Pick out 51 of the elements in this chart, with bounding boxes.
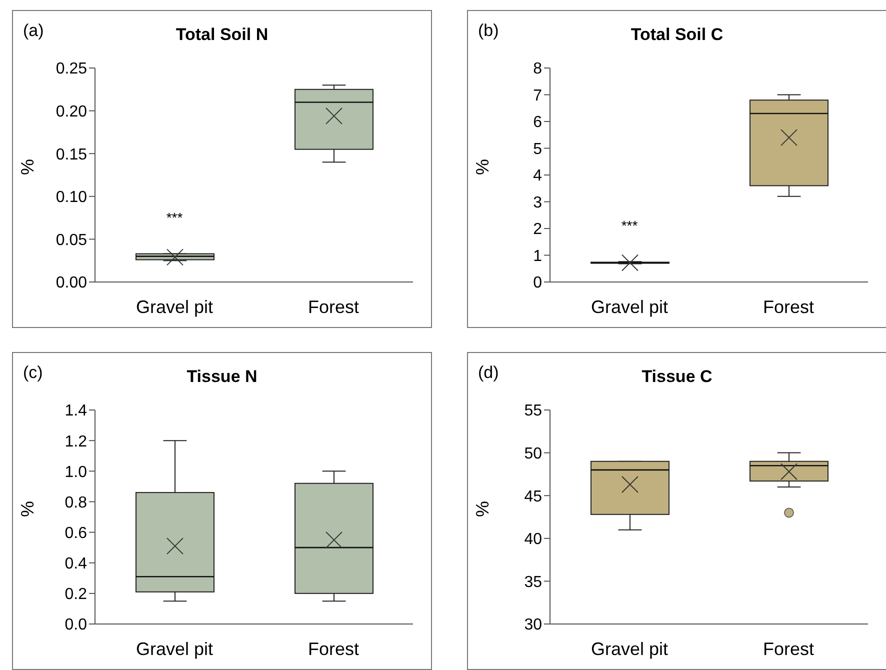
x-tick-label: Forest	[308, 296, 360, 317]
y-axis-title: %	[472, 500, 492, 517]
x-tick-label: Gravel pit	[136, 638, 214, 659]
y-tick-label: 50	[524, 445, 542, 462]
y-tick-label: 45	[524, 488, 542, 506]
x-tick-label: Gravel pit	[136, 296, 214, 317]
y-tick-label: 0.00	[56, 274, 88, 292]
text: (b)	[478, 21, 499, 41]
x-tick-label: Forest	[762, 638, 814, 659]
chart-title: Total Soil N	[176, 25, 268, 44]
y-tick-label: 1.0	[64, 464, 88, 481]
y-tick-label: 30	[524, 616, 542, 634]
y-tick-label: 0	[533, 274, 542, 292]
annotation: ***	[621, 217, 638, 234]
y-tick-label: 1.2	[64, 433, 88, 450]
y-tick-label: 7	[533, 87, 542, 104]
y-tick-label: 55	[524, 402, 542, 420]
y-tick-label: 1	[533, 248, 542, 265]
text: (d)	[478, 363, 499, 383]
chart-title: Total Soil C	[630, 25, 724, 44]
y-tick-label: 4	[533, 168, 542, 185]
y-tick-label: 2	[533, 221, 542, 238]
y-tick-label: 0.25	[56, 60, 88, 78]
y-axis-title: %	[472, 158, 492, 175]
y-tick-label: 1.4	[64, 402, 88, 420]
text: (c)	[23, 363, 43, 383]
y-tick-label: 0.10	[56, 189, 88, 206]
annotation: ***	[166, 209, 184, 226]
y-tick-label: 0.4	[64, 556, 88, 573]
y-tick-label: 0.0	[64, 616, 88, 634]
y-tick-label: 35	[524, 574, 542, 591]
chart-title: Tissue C	[642, 367, 712, 386]
text: (a)	[23, 21, 44, 41]
x-tick-label: Forest	[308, 638, 360, 659]
x-tick-label: Gravel pit	[590, 296, 668, 317]
x-tick-label: Gravel pit	[590, 638, 668, 659]
y-tick-label: 0.20	[56, 103, 88, 120]
y-tick-label: 0.05	[56, 232, 88, 249]
x-tick-label: Forest	[762, 296, 814, 317]
y-tick-label: 0.2	[64, 586, 88, 604]
chart-title: Tissue N	[186, 367, 258, 386]
y-axis-title: %	[17, 500, 38, 517]
y-tick-label: 0.8	[64, 494, 88, 512]
y-tick-label: 0.15	[56, 146, 88, 164]
y-axis-title: %	[17, 158, 38, 175]
y-tick-label: 40	[524, 531, 542, 548]
y-tick-label: 0.6	[64, 524, 88, 542]
y-tick-label: 5	[533, 140, 542, 158]
y-tick-label: 6	[533, 114, 542, 132]
y-tick-label: 3	[533, 194, 542, 212]
y-tick-label: 8	[533, 60, 542, 78]
